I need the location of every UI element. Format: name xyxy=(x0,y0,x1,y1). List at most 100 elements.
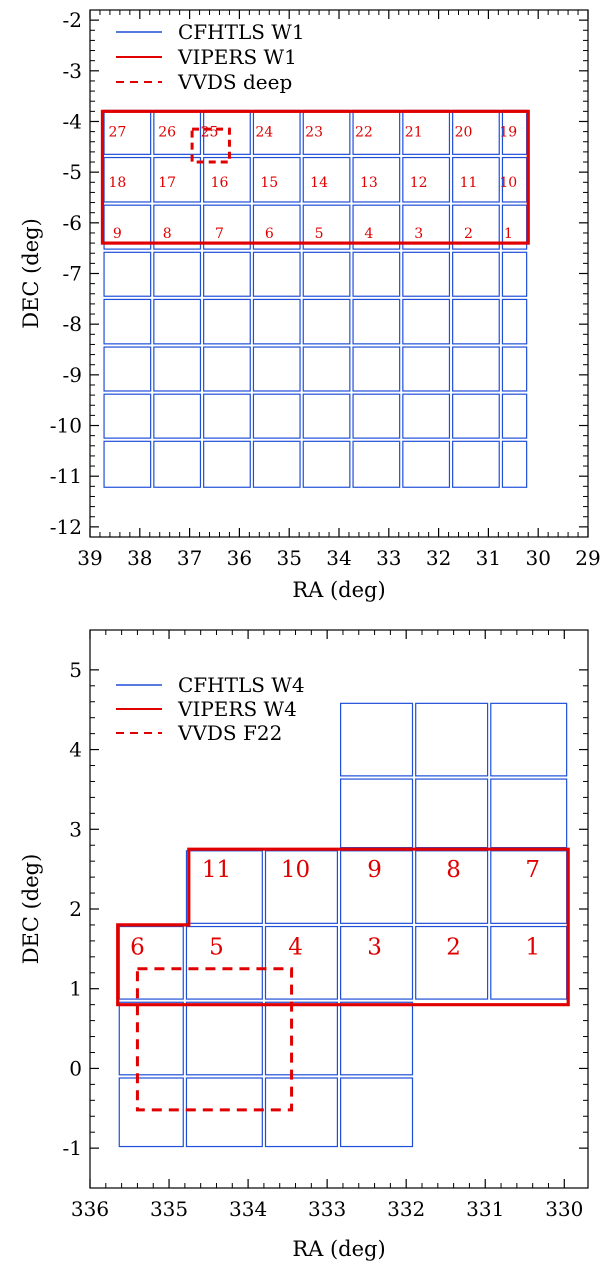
w4-tile-label: 11 xyxy=(202,857,231,883)
w4-x-tick-label: 333 xyxy=(308,1197,346,1221)
w1-y-tick-label: -9 xyxy=(63,363,82,387)
w4-x-axis-title: RA (deg) xyxy=(292,1237,385,1261)
w1-x-tick-label: 37 xyxy=(177,546,202,570)
w4-plot-frame xyxy=(89,629,589,1189)
w1-cfhtls-tile xyxy=(402,393,451,439)
w1-tile-label: 7 xyxy=(215,226,224,242)
w1-cfhtls-tile xyxy=(452,298,500,345)
w1-cfhtls-tile xyxy=(452,156,500,203)
w1-legend-vvds: VVDS deep xyxy=(177,70,292,94)
w1-tile-label: 2 xyxy=(464,226,473,242)
w1-cfhtls-grid xyxy=(103,109,528,488)
w1-tile-label: 17 xyxy=(158,175,176,191)
w1-tile-label: 1 xyxy=(504,226,513,242)
w1-cfhtls-tile xyxy=(352,156,401,203)
w1-cfhtls-tile xyxy=(203,440,251,488)
w1-cfhtls-tile xyxy=(402,298,451,345)
w4-tile-label: 4 xyxy=(288,935,303,961)
w1-cfhtls-tile xyxy=(302,298,351,345)
w1-cfhtls-tile xyxy=(501,440,528,488)
w4-x-tick-label: 331 xyxy=(466,1197,504,1221)
w1-cfhtls-tile xyxy=(302,204,351,250)
w4-cfhtls-tile xyxy=(264,850,339,924)
w1-ticks: 39 38 37 36 35 34 33 32 31 30 29-2-3-4-5-6-7-8-9-1… xyxy=(50,8,600,570)
w1-cfhtls-tile xyxy=(352,204,401,250)
w1-cfhtls-tile xyxy=(252,251,301,297)
w1-cfhtls-tile xyxy=(302,156,351,203)
w1-cfhtls-tile xyxy=(302,440,351,488)
w4-cfhtls-tile xyxy=(118,1077,184,1148)
w1-cfhtls-tile xyxy=(352,346,401,392)
w4-panel: 11 10 9 8 76 5 4 3 2 1 336 335 334 333 332 331 33054321… xyxy=(19,629,589,1261)
w4-legend-vipers: VIPERS W4 xyxy=(177,697,297,721)
w1-cfhtls-tile xyxy=(402,156,451,203)
w4-cfhtls-tile xyxy=(340,850,414,924)
w4-y-tick-label: 3 xyxy=(69,817,82,841)
w4-vipers-region xyxy=(116,847,570,1007)
w1-legend: CFHTLS W1 VIPERS W1 VVDS deep xyxy=(116,20,305,94)
w1-x-tick-label: 30 xyxy=(525,546,550,570)
w1-tile-label: 11 xyxy=(460,175,478,191)
w1-tile-label: 13 xyxy=(360,175,378,191)
w1-cfhtls-tile xyxy=(252,156,301,203)
w1-cfhtls-tile xyxy=(203,298,251,345)
w1-x-tick-label: 31 xyxy=(476,546,501,570)
w1-tile-label: 27 xyxy=(108,125,126,141)
w1-cfhtls-tile xyxy=(452,204,500,250)
w1-cfhtls-tile xyxy=(501,346,528,392)
w1-cfhtls-tile xyxy=(103,393,152,439)
w4-cfhtls-tile xyxy=(264,1001,339,1076)
w1-y-tick-label: -11 xyxy=(50,464,82,488)
w1-x-tick-label: 33 xyxy=(376,546,401,570)
w4-cfhtls-tile xyxy=(490,702,568,777)
w4-cfhtls-tile xyxy=(415,702,489,777)
w1-tile-label: 19 xyxy=(499,125,517,141)
w1-plot-frame xyxy=(89,9,589,538)
w1-cfhtls-tile xyxy=(402,251,451,297)
w4-cfhtls-tile xyxy=(264,1077,339,1148)
w1-y-tick-label: -6 xyxy=(63,211,82,235)
w4-x-tick-label: 334 xyxy=(229,1197,267,1221)
w4-tile-label: 2 xyxy=(446,935,461,961)
w1-cfhtls-tile xyxy=(153,393,202,439)
w1-cfhtls-tile xyxy=(252,346,301,392)
w1-tile-label: 8 xyxy=(163,226,172,242)
w4-cfhtls-tile xyxy=(340,702,414,777)
w4-legend-cfhtls: CFHTLS W4 xyxy=(178,673,305,697)
w4-cfhtls-tile xyxy=(490,778,568,849)
w4-tile-label: 10 xyxy=(281,857,310,883)
w1-y-tick-label: -5 xyxy=(63,160,82,184)
w1-cfhtls-tile xyxy=(103,156,152,203)
w1-tile-label: 14 xyxy=(310,175,328,191)
w1-cfhtls-tile xyxy=(153,440,202,488)
w1-tile-label: 9 xyxy=(113,226,122,242)
w1-cfhtls-tile xyxy=(153,346,202,392)
w1-cfhtls-tile xyxy=(153,251,202,297)
w1-cfhtls-tile xyxy=(252,393,301,439)
w1-cfhtls-tile xyxy=(103,346,152,392)
w1-cfhtls-tile xyxy=(501,251,528,297)
w1-cfhtls-tile xyxy=(302,346,351,392)
w1-cfhtls-tile xyxy=(103,251,152,297)
w1-tile-label: 21 xyxy=(405,125,423,141)
w1-cfhtls-tile xyxy=(153,156,202,203)
w4-y-tick-label: 4 xyxy=(69,738,82,762)
w1-cfhtls-tile xyxy=(252,440,301,488)
w4-x-tick-label: 336 xyxy=(71,1197,109,1221)
w1-y-tick-label: -4 xyxy=(63,109,82,133)
w1-y-tick-label: -2 xyxy=(63,8,82,32)
w1-cfhtls-tile xyxy=(352,251,401,297)
w1-x-tick-label: 35 xyxy=(276,546,301,570)
w1-cfhtls-tile xyxy=(203,204,251,250)
w4-y-tick-label: 1 xyxy=(69,977,82,1001)
w1-cfhtls-tile xyxy=(103,440,152,488)
w1-x-tick-label: 36 xyxy=(227,546,252,570)
w4-tile-label: 1 xyxy=(525,935,540,961)
w1-cfhtls-tile xyxy=(452,251,500,297)
w1-tile-label: 22 xyxy=(355,125,373,141)
w1-tile-label: 20 xyxy=(455,125,473,141)
w1-y-axis-title: DEC (deg) xyxy=(19,218,43,329)
w1-cfhtls-tile xyxy=(452,440,500,488)
w4-tile-label: 8 xyxy=(446,857,461,883)
